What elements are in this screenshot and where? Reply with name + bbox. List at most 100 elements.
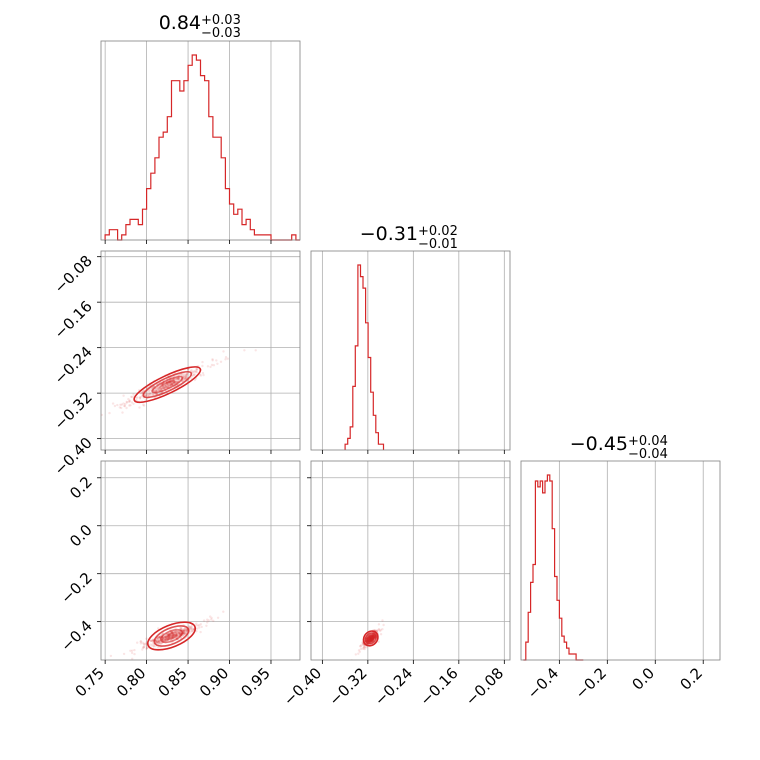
sample-point: [142, 646, 145, 649]
sample-point: [171, 634, 174, 638]
sample-point: [381, 628, 384, 631]
sample-point: [169, 637, 172, 640]
sample-point: [371, 636, 374, 639]
sample-point: [222, 610, 225, 613]
sample-point: [118, 406, 122, 409]
sample-point: [370, 636, 373, 639]
sample-point: [170, 381, 173, 385]
sample-point: [171, 378, 175, 381]
sample-point: [189, 627, 192, 630]
sample-point: [205, 624, 208, 627]
sample-point: [164, 636, 167, 639]
contour-2: [153, 625, 190, 647]
x-tick-label-2: 0.0: [628, 664, 658, 694]
sample-point: [219, 360, 223, 363]
sample-point: [198, 624, 201, 627]
sample-point: [226, 357, 229, 360]
sample-point: [377, 640, 380, 643]
sample-point: [172, 636, 175, 640]
sample-point: [132, 402, 135, 405]
sample-point: [164, 637, 167, 641]
sample-point: [164, 386, 167, 389]
sample-point: [157, 627, 160, 630]
sample-point: [195, 368, 199, 371]
sample-point: [142, 642, 145, 645]
sample-point: [139, 396, 142, 399]
sample-point: [145, 647, 148, 651]
sample-point: [156, 638, 159, 641]
sample-point: [169, 381, 172, 384]
contour-0: [158, 379, 176, 390]
sample-point: [169, 382, 172, 385]
sample-point: [167, 383, 170, 386]
sample-point: [162, 637, 165, 640]
sample-point: [370, 637, 373, 640]
sample-point: [159, 386, 162, 389]
sample-point: [169, 380, 173, 383]
sample-point: [367, 637, 371, 640]
sample-point: [171, 631, 174, 634]
sample-point: [176, 635, 179, 638]
sample-point: [149, 639, 152, 642]
sample-point: [370, 637, 373, 640]
sample-point: [184, 628, 187, 631]
pair-2-1-frame: [310, 460, 511, 661]
sample-point: [172, 381, 175, 385]
sample-point: [171, 633, 174, 636]
hist-0-steps: [104, 54, 300, 241]
sample-point: [146, 646, 149, 650]
sample-point: [145, 646, 149, 650]
sample-point: [169, 632, 172, 635]
sample-point: [369, 635, 373, 638]
sample-point: [368, 637, 371, 640]
sample-point: [183, 632, 186, 635]
sample-point: [130, 395, 134, 399]
sample-point: [182, 634, 185, 638]
pair-2-0-frame: [100, 460, 301, 661]
sample-point: [216, 362, 219, 365]
sample-point: [159, 641, 162, 645]
sample-point: [139, 396, 142, 399]
sample-point: [359, 644, 362, 648]
sample-point: [108, 411, 111, 415]
sample-point: [184, 374, 187, 378]
sample-point: [172, 380, 175, 383]
sample-point: [171, 634, 174, 637]
sample-point: [168, 380, 171, 384]
sample-point: [173, 630, 176, 634]
sample-point: [171, 636, 174, 639]
sample-point: [168, 379, 172, 383]
sample-point: [184, 377, 187, 380]
sample-point: [362, 645, 366, 649]
sample-point: [171, 636, 174, 640]
sample-point: [171, 632, 174, 635]
sample-point: [360, 643, 363, 647]
sample-point: [369, 636, 372, 640]
sample-point: [164, 384, 167, 388]
sample-point: [152, 389, 156, 392]
sample-point: [174, 377, 177, 381]
y-tick-label-2: −0.24: [51, 343, 96, 388]
sample-point: [183, 630, 186, 633]
sample-point: [157, 636, 161, 639]
sample-point: [178, 631, 181, 634]
sample-point: [167, 635, 170, 638]
y-tick-label-1: −0.32: [51, 388, 96, 433]
sample-point: [157, 642, 161, 645]
sample-point: [166, 634, 170, 637]
sample-point: [369, 637, 372, 641]
sample-point: [157, 386, 161, 389]
sample-point: [155, 641, 158, 644]
hist-1-steps: [344, 264, 385, 450]
sample-point: [176, 377, 179, 381]
sample-point: [193, 373, 196, 376]
sample-point: [167, 381, 170, 384]
sample-point: [124, 402, 127, 406]
sample-point: [149, 392, 153, 395]
sample-point: [172, 632, 175, 635]
sample-point: [178, 632, 182, 636]
sample-point: [369, 637, 373, 640]
sample-point: [369, 637, 372, 640]
sample-point: [163, 639, 167, 642]
sample-point: [370, 637, 374, 640]
